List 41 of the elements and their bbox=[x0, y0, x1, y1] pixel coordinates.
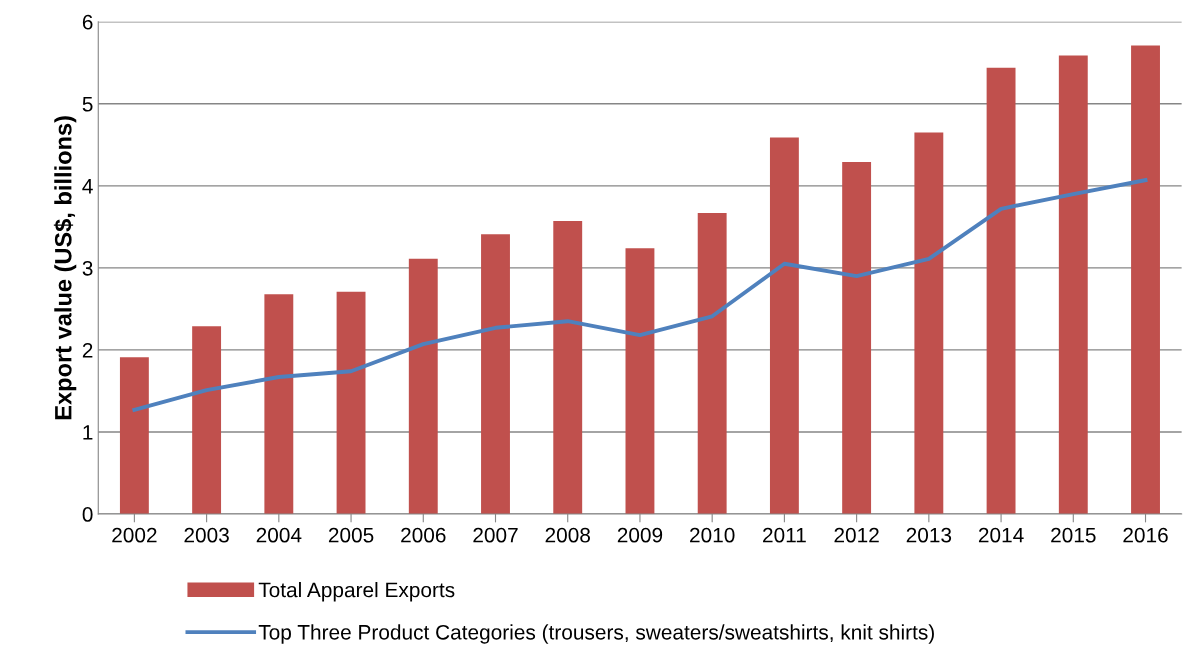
bar bbox=[625, 248, 655, 515]
x-tick-label: 2010 bbox=[690, 527, 735, 543]
y-tick-label: 1 bbox=[83, 425, 93, 440]
bar bbox=[408, 258, 438, 515]
y-tick-label: 3 bbox=[82, 260, 93, 276]
x-tick-label: 2016 bbox=[1123, 527, 1168, 543]
bar bbox=[336, 291, 366, 515]
x-tick-label: 2008 bbox=[545, 527, 590, 543]
y-axis-title: Export value (US$, billions) bbox=[53, 116, 77, 420]
bar bbox=[842, 162, 872, 515]
bar bbox=[264, 294, 294, 515]
x-tick-label: 2014 bbox=[978, 527, 1024, 543]
x-tick-label: 2002 bbox=[112, 527, 157, 543]
x-tick-label: 2004 bbox=[256, 527, 302, 543]
x-tick-label: 2003 bbox=[184, 527, 229, 543]
bar bbox=[914, 132, 944, 515]
x-tick-label: 2007 bbox=[473, 527, 518, 543]
x-tick-label: 2015 bbox=[1051, 527, 1096, 543]
y-tick-label: 5 bbox=[82, 97, 93, 112]
bar bbox=[769, 137, 799, 515]
bar bbox=[986, 67, 1016, 515]
y-tick-label: 0 bbox=[82, 507, 93, 522]
x-tick-label: 2011 bbox=[763, 527, 806, 543]
y-tick-label: 6 bbox=[82, 14, 93, 30]
x-tick-label: 2006 bbox=[401, 527, 446, 543]
bar bbox=[697, 212, 727, 515]
bar bbox=[1131, 45, 1160, 515]
bar bbox=[192, 326, 222, 515]
line-series bbox=[132, 178, 1148, 412]
bar bbox=[553, 221, 583, 515]
y-tick-label: 2 bbox=[82, 342, 93, 358]
bar bbox=[119, 357, 149, 515]
x-tick-label: 2013 bbox=[906, 527, 952, 543]
x-tick-label: 2009 bbox=[617, 527, 663, 543]
bar bbox=[481, 234, 510, 515]
x-tick-label: 2012 bbox=[834, 527, 879, 543]
y-tick-label: 4 bbox=[82, 179, 93, 194]
x-tick-label: 2005 bbox=[328, 527, 374, 543]
legend-label: Top Three Product Categories (trousers, sweaters/sweatshirts, knit shirts) bbox=[258, 624, 934, 644]
bar bbox=[1058, 55, 1088, 515]
legend-label: Total Apparel Exports bbox=[258, 582, 455, 602]
